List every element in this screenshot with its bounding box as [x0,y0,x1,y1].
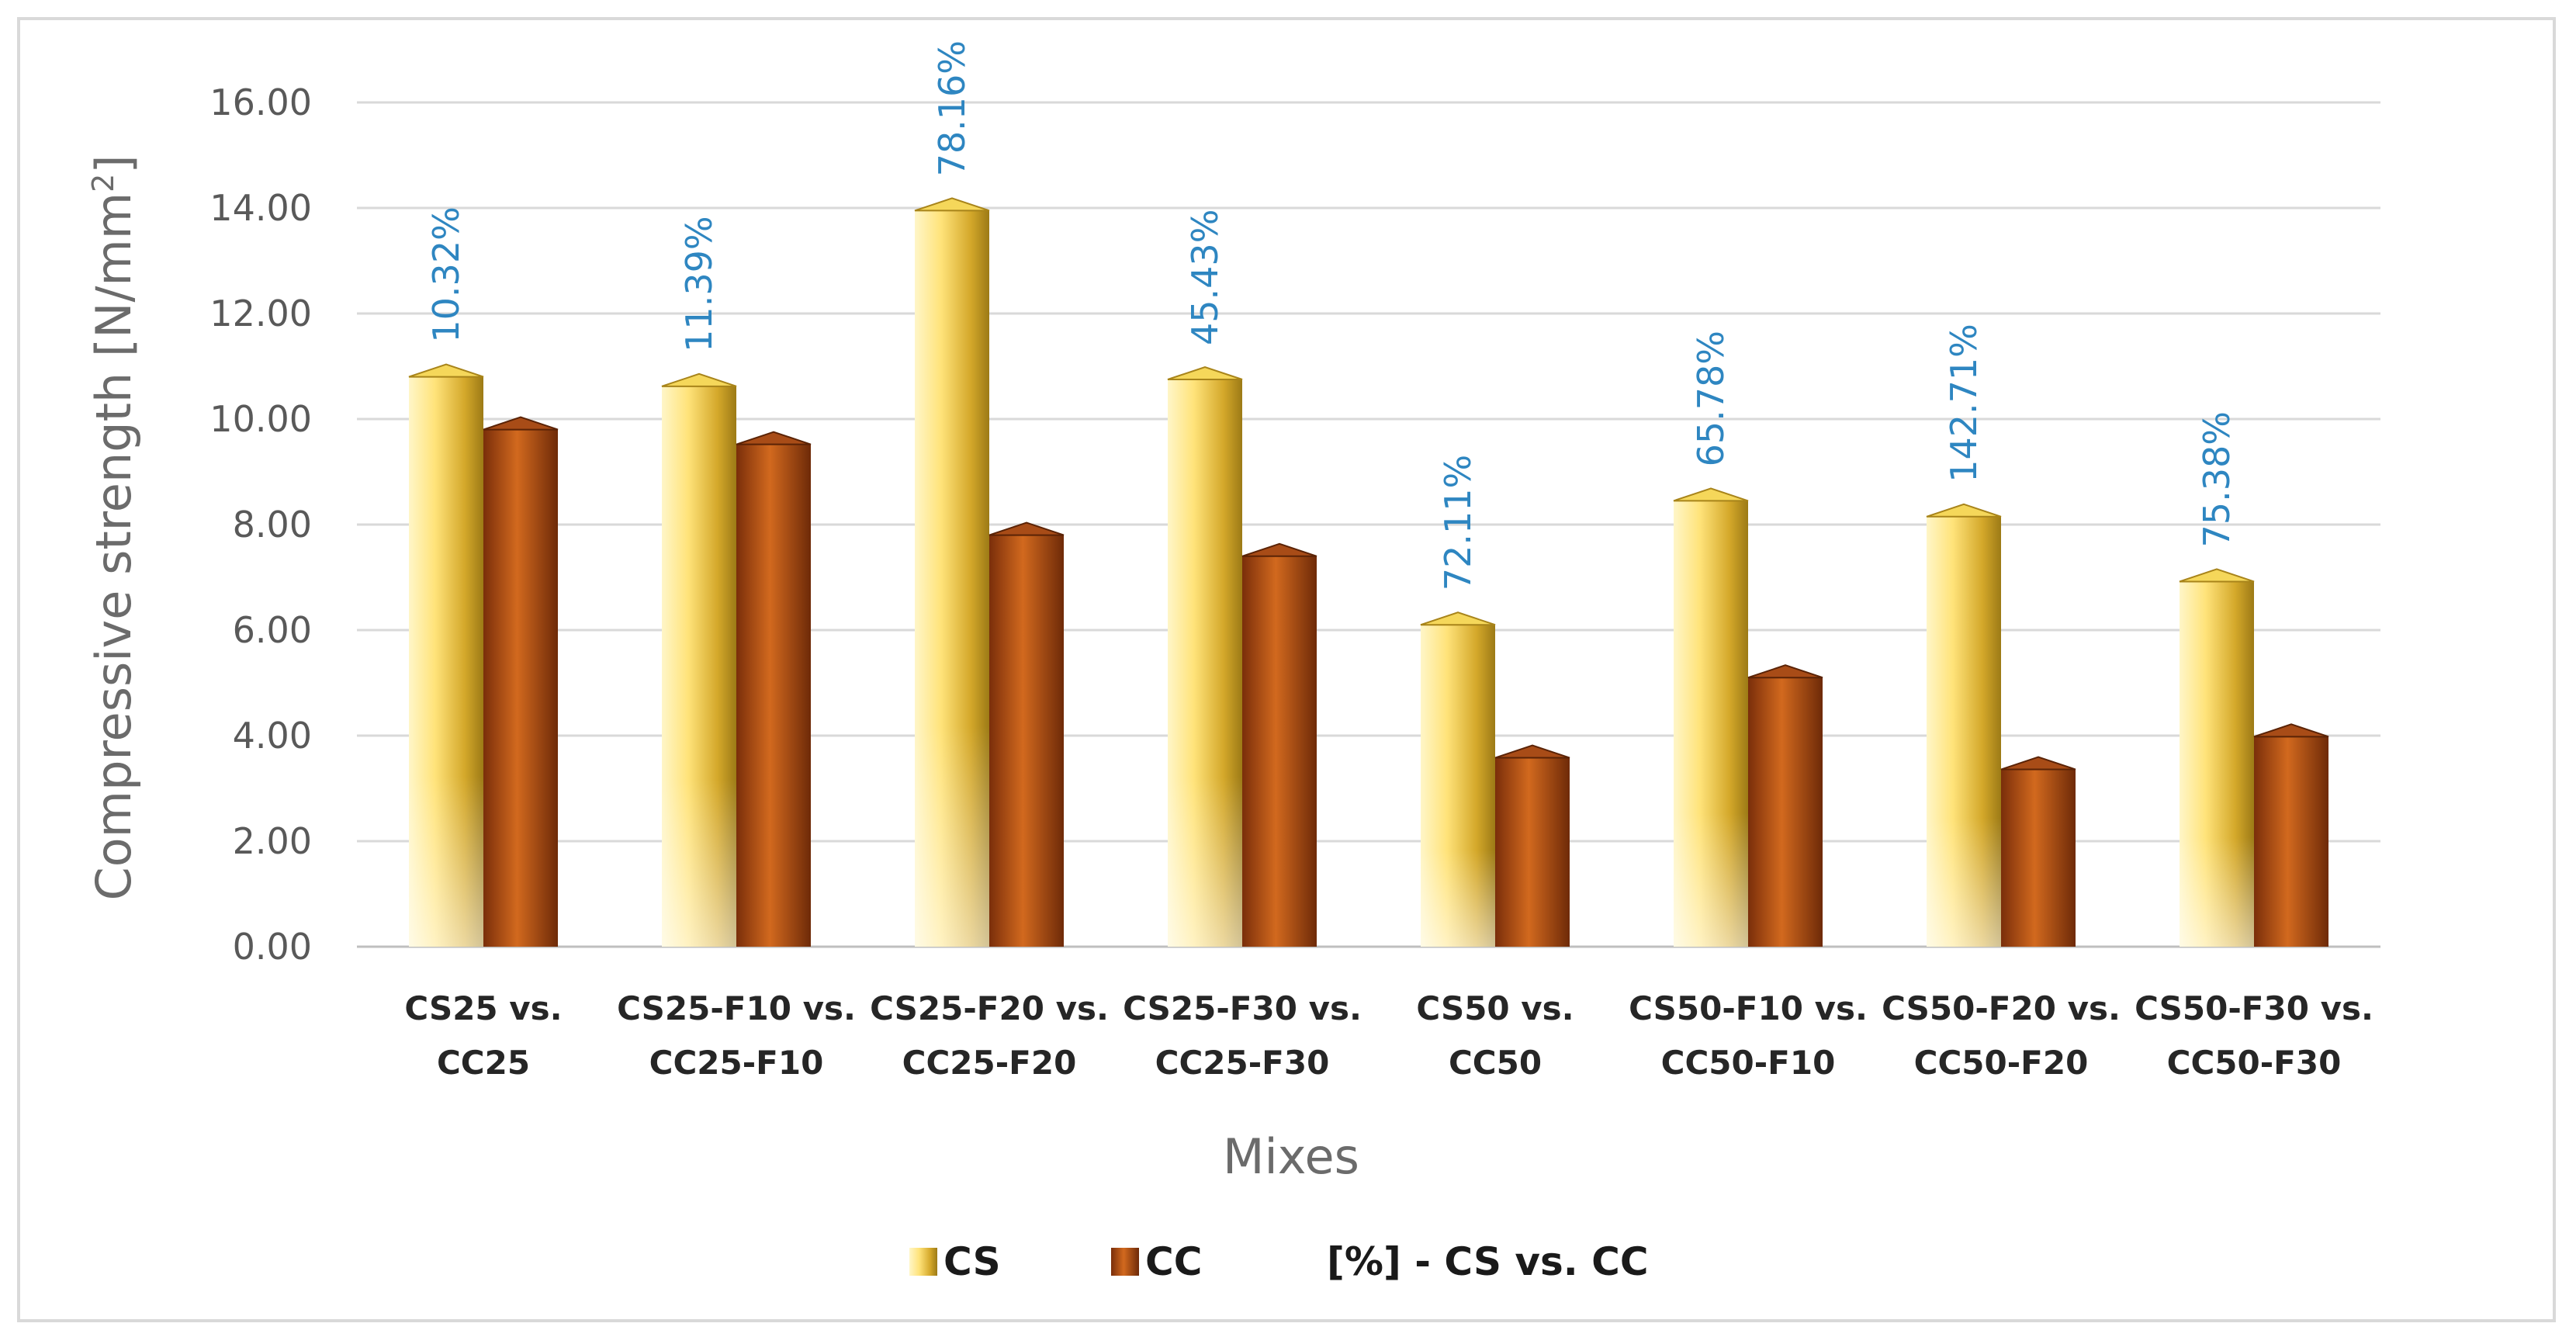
x-category-label: CC25 [437,1044,530,1082]
bar-cs [1926,503,2002,947]
bar-cs [661,372,737,947]
bar-cc [1494,744,1570,947]
y-tick-label: 2.00 [233,820,312,862]
bar-cc [2253,723,2329,947]
x-category-label: CC50-F20 [1914,1044,2089,1082]
percent-label: 65.78% [1690,331,1732,466]
y-tick-label: 0.00 [233,926,312,968]
legend-label-cc: CC [1145,1239,1202,1284]
x-category-label: CC25-F10 [649,1044,824,1082]
bar-cc [989,521,1065,947]
x-category-label: CC50-F10 [1661,1044,1836,1082]
percent-label: 11.39% [678,216,720,352]
x-category-label: CS25 vs. [404,989,562,1027]
gridlines [357,101,2380,948]
percent-label: 142.71% [1943,324,1985,483]
bar-cs [1673,487,1749,947]
y-tick-label: 10.00 [209,398,312,440]
bar-cs [914,197,990,947]
x-category-label: CS25-F20 vs. [870,989,1109,1027]
legend-swatch-cs [909,1248,937,1276]
bar-cs [408,363,484,947]
legend-label-cs: CS [943,1239,1001,1284]
legend-swatch-cc [1111,1248,1139,1276]
percent-label: 45.43% [1184,210,1226,345]
bar-cs [2179,568,2255,947]
bar-cs [1167,365,1243,947]
y-axis-title: Compressive strength [N/mm2] [85,154,142,900]
bar-cc [1241,542,1317,947]
x-category-label: CS50 vs. [1416,989,1574,1027]
x-category-label: CS25-F30 vs. [1123,989,1362,1027]
y-tick-label: 6.00 [233,609,312,651]
y-tick-label: 4.00 [233,715,312,757]
percent-label: 10.32% [425,206,467,342]
x-category-label: CC25-F20 [902,1044,1077,1082]
y-axis-ticks: 0.00 2.00 4.00 6.00 8.00 10.00 12.00 14.00 16.00 [209,81,312,968]
percent-labels: 10.32% 11.39% 78.16% 45.43% 72.11% 65.78% 142.… [425,40,2238,591]
bar-cs [1420,611,1496,947]
x-category-label: CS50-F10 vs. [1629,989,1868,1027]
bars [408,197,2329,947]
x-category-label: CC50-F30 [2167,1044,2342,1082]
bar-cc [483,416,559,947]
legend-label-percent: [%] - CS vs. CC [1327,1239,1649,1284]
y-tick-label: 12.00 [209,293,312,334]
bar-cc [736,431,812,947]
bar-cc [1747,664,1823,947]
x-axis-categories: CS25 vs. CC25 CS25-F10 vs. CC25-F10 CS25-F20… [404,989,2373,1082]
x-category-label: CS50-F30 vs. [2135,989,2373,1027]
x-category-label: CS25-F10 vs. [617,989,856,1027]
bar-cc [2000,756,2076,947]
y-tick-label: 14.00 [209,187,312,229]
legend: CS CC [%] - CS vs. CC [909,1239,1649,1284]
y-tick-label: 16.00 [209,81,312,123]
percent-label: 72.11% [1437,455,1479,591]
x-category-label: CC50 [1449,1044,1542,1082]
percent-label: 75.38% [2196,411,2238,547]
y-tick-label: 8.00 [233,504,312,546]
x-axis-title: Mixes [1223,1128,1359,1185]
percent-label: 78.16% [931,40,973,176]
x-category-label: CC25-F30 [1155,1044,1330,1082]
x-category-label: CS50-F20 vs. [1882,989,2121,1027]
